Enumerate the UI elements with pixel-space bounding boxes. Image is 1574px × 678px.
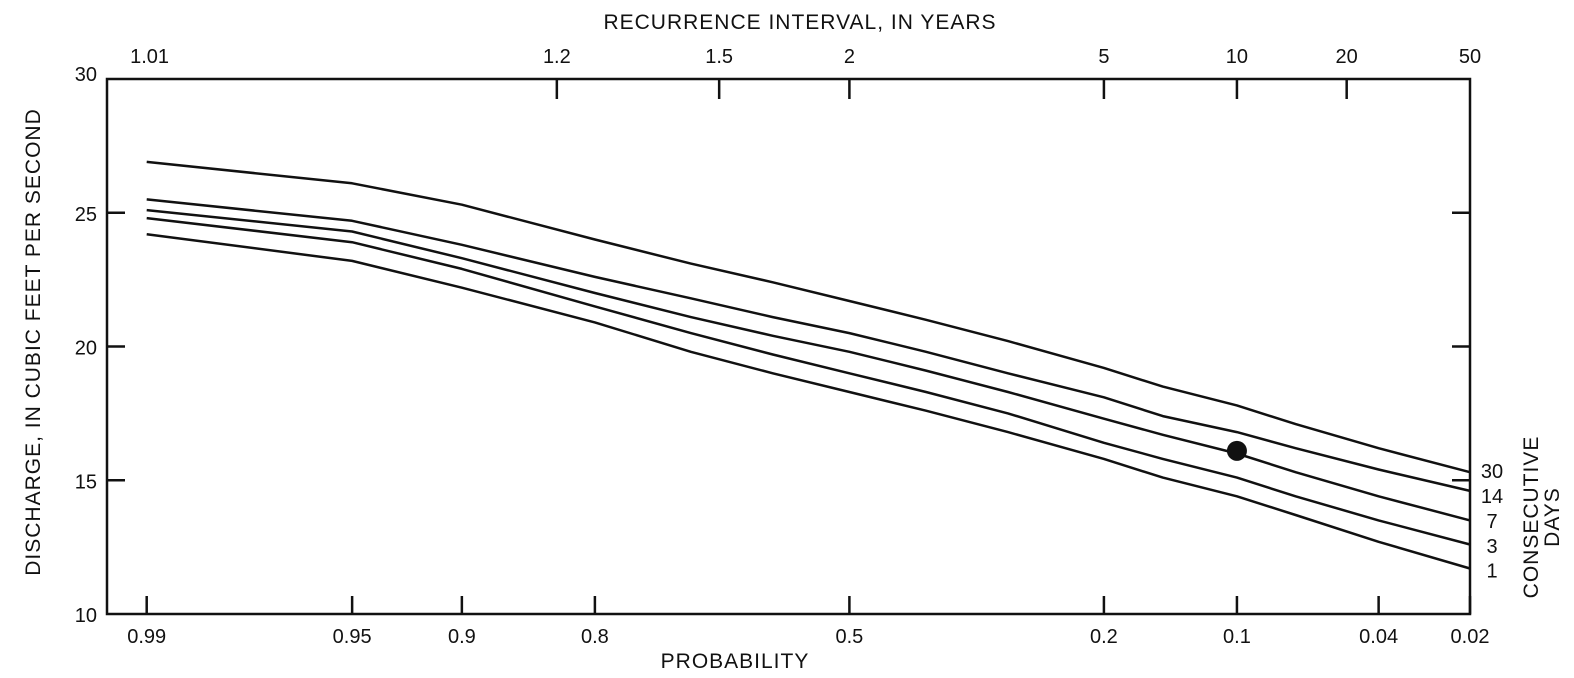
legend-title-line: CONSECUTIVE <box>1520 436 1543 599</box>
y-tick-label: 15 <box>75 471 97 493</box>
series-group <box>146 160 1471 570</box>
y-tick-label: 30 <box>75 64 97 86</box>
series-line-14 <box>146 198 1471 493</box>
series-line-7 <box>146 208 1471 522</box>
x-tick-label: 0.9 <box>448 626 476 648</box>
x-tick-label: 0.99 <box>127 626 166 648</box>
x-tick-label: 0.02 <box>1451 626 1490 648</box>
series-line-1 <box>146 232 1471 570</box>
legend-title: CONSECUTIVEDAYS <box>1520 436 1564 599</box>
x2-tick-label: 2 <box>844 46 855 68</box>
series-label-1: 1 <box>1486 561 1497 583</box>
series-label-30: 30 <box>1481 461 1503 483</box>
x-tick-label: 0.04 <box>1359 626 1398 648</box>
x2-tick-label: 10 <box>1226 46 1248 68</box>
x2-tick-label: 5 <box>1098 46 1109 68</box>
x2-tick-label: 1.5 <box>705 46 733 68</box>
ticks-group <box>107 79 1472 614</box>
x2-tick-label: 20 <box>1336 46 1358 68</box>
x2-tick-label: 50 <box>1459 46 1481 68</box>
series-label-7: 7 <box>1486 511 1497 533</box>
x-tick-label: 0.95 <box>333 626 372 648</box>
series-label-14: 14 <box>1481 486 1503 508</box>
x2-tick-label: 1.2 <box>543 46 571 68</box>
points-group <box>1226 440 1247 461</box>
y-axis-title: DISCHARGE, IN CUBIC FEET PER SECOND <box>22 108 45 576</box>
plot-frame-group <box>105 77 1472 616</box>
x-tick-label: 0.2 <box>1090 626 1118 648</box>
series-label-3: 3 <box>1486 536 1497 558</box>
top-axis-title: RECURRENCE INTERVAL, IN YEARS <box>603 11 996 34</box>
y-tick-label: 25 <box>75 204 97 226</box>
x2-tick-label: 1.01 <box>130 46 169 68</box>
y-tick-label: 10 <box>75 605 97 627</box>
series-line-3 <box>146 216 1471 546</box>
bottom-axis-title: PROBABILITY <box>661 650 810 673</box>
observed-point <box>1226 440 1247 461</box>
x-tick-label: 0.1 <box>1223 626 1251 648</box>
x-tick-label: 0.8 <box>581 626 609 648</box>
series-line-30 <box>146 160 1471 474</box>
y-tick-label: 20 <box>75 338 97 360</box>
legend-title-line: DAYS <box>1541 487 1564 547</box>
x-tick-label: 0.5 <box>835 626 863 648</box>
plot-frame <box>105 77 1472 616</box>
